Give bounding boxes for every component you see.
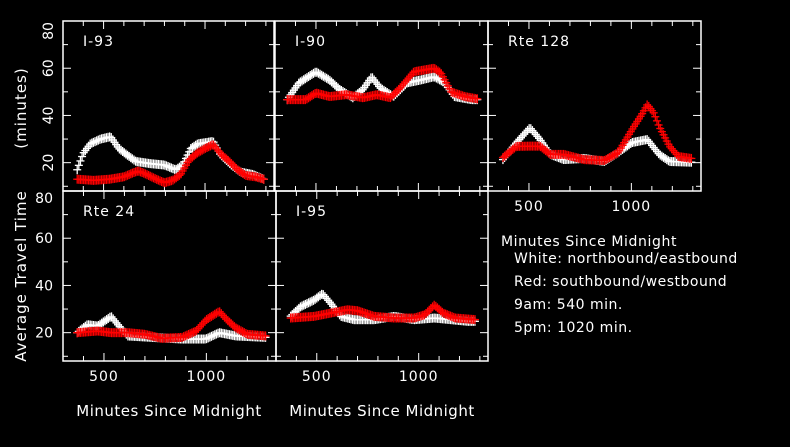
panel-title: I-90 [295, 34, 326, 50]
x-tick-label: 500 [302, 369, 332, 385]
series-southbound [73, 307, 270, 343]
y-tick-label: 60 [35, 231, 53, 247]
legend-line: 5pm: 1020 min. [514, 320, 633, 336]
series-southbound [286, 300, 479, 325]
y-axis-label: Average Travel Time [12, 190, 30, 361]
y-tick-label: 40 [35, 278, 53, 294]
panel-rte-128: Rte 128 500 1000 [487, 20, 702, 215]
data-point [78, 152, 87, 162]
data-point [470, 315, 479, 325]
y-tick-label: 40 [41, 107, 57, 125]
x-axis-label: Minutes Since Midnight [289, 402, 474, 420]
y-tick-label: 60 [41, 59, 57, 77]
x-tick-label: 1000 [399, 369, 439, 385]
y-tick-label: 20 [41, 154, 57, 172]
panel-frame [275, 190, 489, 362]
panel-i-93: I-93 20 40 60 80 [41, 20, 275, 192]
data-point [261, 331, 270, 341]
x-axis-label: Minutes Since Midnight [76, 402, 261, 420]
panel-title: Rte 128 [508, 34, 570, 50]
data-point [687, 153, 696, 163]
panel-title: I-93 [83, 34, 114, 50]
data-point [74, 160, 83, 170]
x-tick-label: 500 [514, 199, 544, 215]
y-tick-label: 80 [35, 191, 53, 207]
panel-i-90: I-90 [274, 20, 489, 192]
data-point [73, 165, 82, 175]
series-southbound [73, 140, 268, 188]
panel-title: I-95 [296, 204, 327, 220]
data-point [358, 85, 367, 95]
data-point [649, 108, 658, 118]
data-point [613, 148, 622, 158]
panel-title: Rte 24 [83, 204, 135, 220]
y-tick-label: 80 [41, 22, 57, 40]
series-southbound [283, 63, 482, 105]
data-point [259, 174, 268, 184]
series-northbound [73, 132, 268, 184]
panel-i-95: I-95 500 1000 [275, 190, 489, 385]
legend-line: Red: southbound/westbound [514, 274, 727, 290]
x-tick-label: 500 [89, 369, 119, 385]
y-tick-label: 20 [35, 326, 53, 342]
legend-line: 9am: 540 min. [514, 297, 623, 313]
panel-rte-24: Rte 24 20 40 60 80 500 1000 [35, 190, 277, 385]
data-point [652, 116, 661, 126]
panel-frame [487, 20, 702, 192]
x-tick-label: 1000 [187, 369, 227, 385]
series-northbound [73, 312, 270, 344]
data-point [435, 67, 444, 77]
data-point [651, 112, 660, 122]
legend-title: Minutes Since Midnight [501, 234, 677, 250]
x-tick-label: 1000 [612, 199, 652, 215]
data-point [76, 156, 85, 166]
data-point [473, 94, 482, 104]
legend-line: White: northbound/eastbound [514, 251, 738, 267]
data-point [648, 106, 657, 116]
y-axis-units: (minutes) [12, 67, 30, 148]
series-southbound [498, 100, 696, 165]
